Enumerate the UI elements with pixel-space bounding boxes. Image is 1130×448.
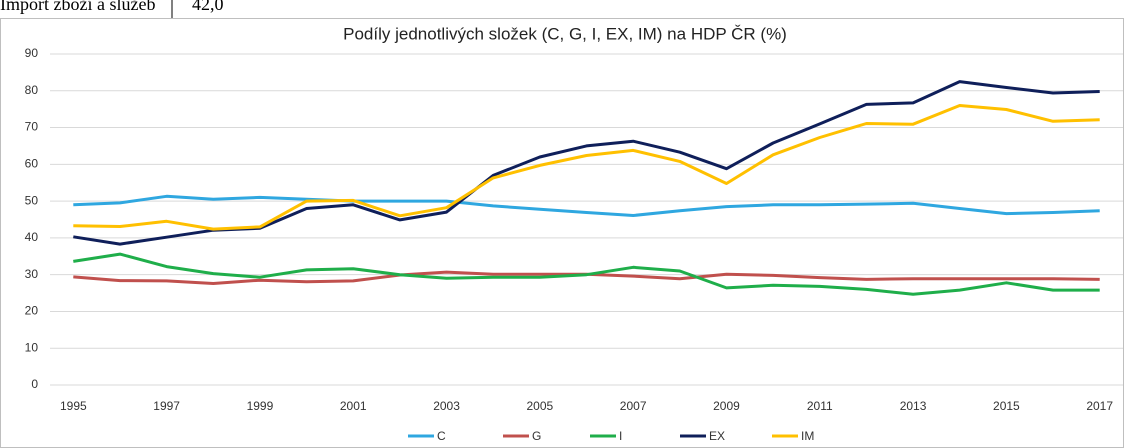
y-tick-label: 40 <box>25 230 39 244</box>
legend-label: EX <box>709 429 725 443</box>
chart-title: Podíly jednotlivých složek (C, G, I, EX,… <box>343 24 787 43</box>
y-tick-label: 60 <box>25 157 39 171</box>
x-tick-label: 2001 <box>340 399 367 413</box>
x-tick-label: 2011 <box>807 399 833 413</box>
x-tick-label: 1997 <box>153 399 180 413</box>
series-line <box>73 104 1100 231</box>
series-line <box>73 194 1100 217</box>
x-tick-label: 2009 <box>713 399 740 413</box>
y-tick-label: 0 <box>31 377 38 391</box>
x-tick-label: 2013 <box>900 399 927 413</box>
y-tick-label: 30 <box>25 267 39 281</box>
y-tick-label: 70 <box>25 120 39 134</box>
y-tick-label: 20 <box>25 304 39 318</box>
x-tick-label: 1999 <box>247 399 274 413</box>
x-tick-label: 1995 <box>60 399 87 413</box>
legend-label: C <box>437 429 446 443</box>
y-tick-label: 80 <box>25 83 39 97</box>
series-line <box>73 252 1100 296</box>
x-tick-label: 2005 <box>526 399 553 413</box>
x-tick-label: 2017 <box>1086 399 1113 413</box>
y-tick-label: 10 <box>25 340 39 354</box>
y-tick-label: 50 <box>25 193 39 207</box>
y-tick-label: 90 <box>25 46 39 60</box>
x-tick-label: 2015 <box>993 399 1020 413</box>
table-label: Import zboží a služeb <box>0 0 155 14</box>
x-tick-label: 2007 <box>620 399 647 413</box>
x-tick-label: 2003 <box>433 399 460 413</box>
legend-label: IM <box>801 429 814 443</box>
legend-label: I <box>619 429 622 443</box>
table-value: 42,0 <box>192 0 224 14</box>
legend-label: G <box>532 429 541 443</box>
